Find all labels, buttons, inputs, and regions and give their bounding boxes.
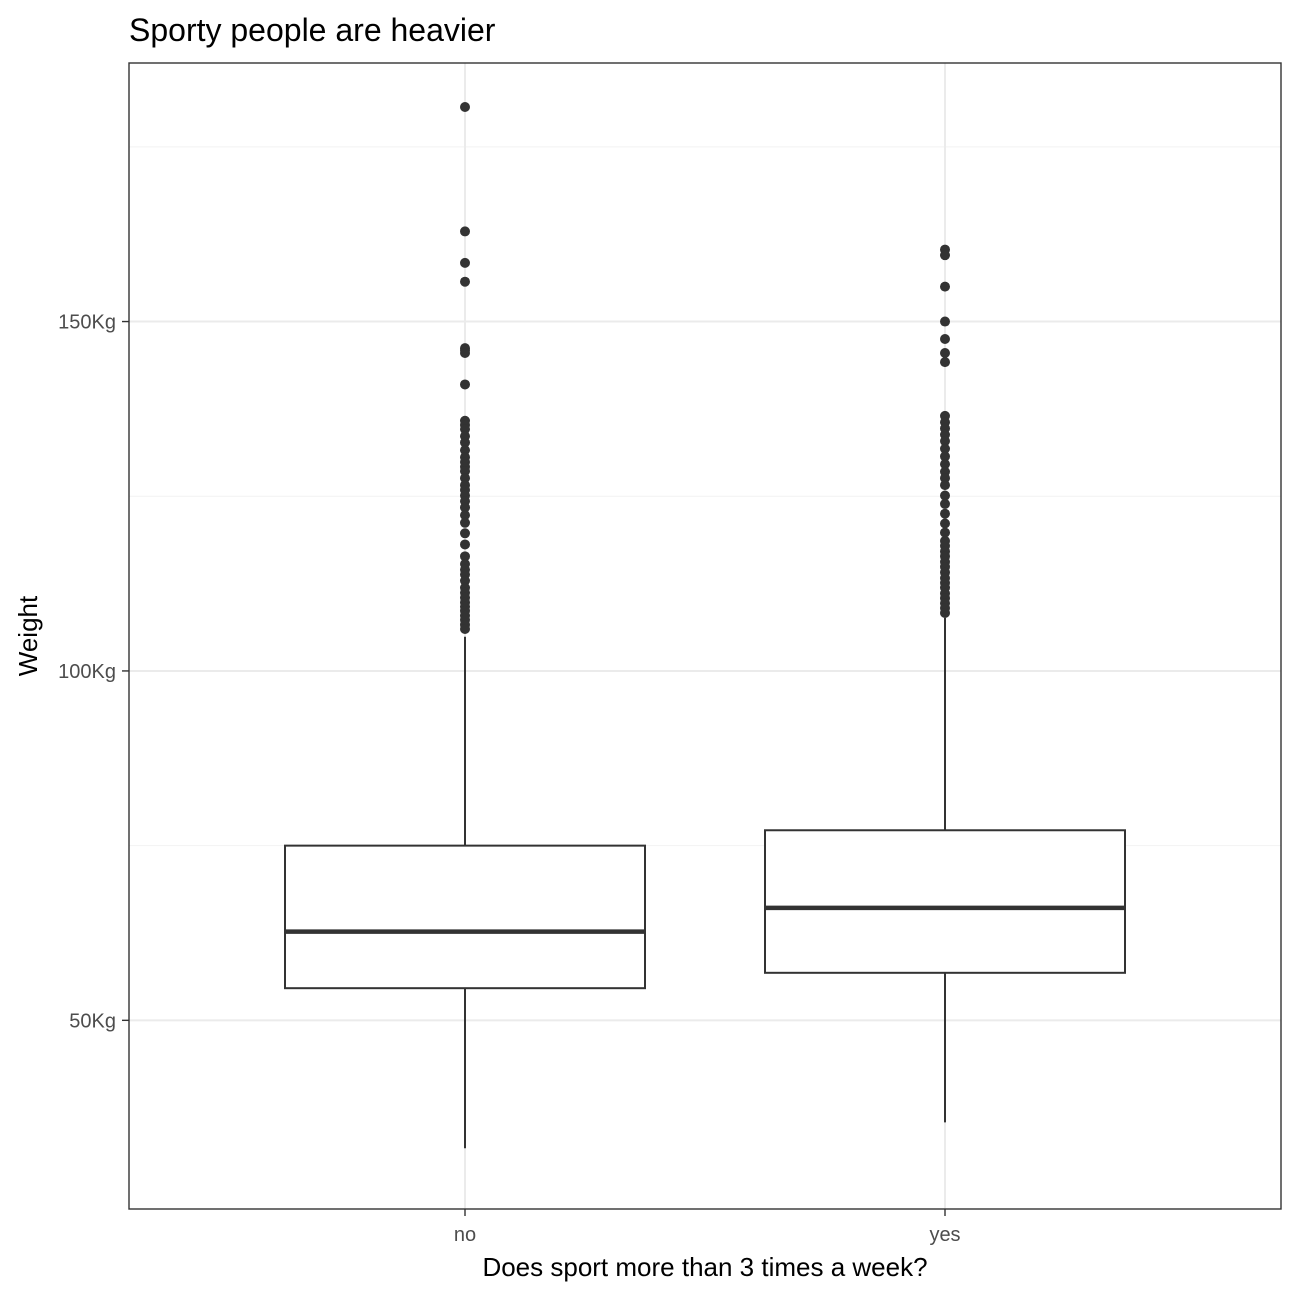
outlier-point (460, 102, 470, 113)
outlier-point (460, 624, 470, 635)
axes: 50Kg 100Kg 150Kg no yes (58, 312, 960, 1246)
outlier-point (940, 498, 950, 509)
outlier-point (460, 517, 470, 528)
y-tick-label: 50Kg (69, 1010, 116, 1032)
outlier-point (460, 466, 470, 477)
y-tick-label: 100Kg (58, 661, 116, 683)
outlier-point (940, 334, 950, 345)
outlier-point (940, 443, 950, 454)
grid-lines (129, 63, 1281, 1209)
outlier-point (460, 445, 470, 456)
y-axis-title: Weight (13, 595, 43, 676)
outlier-point (940, 607, 950, 618)
outlier-point (940, 357, 950, 368)
outlier-point (940, 490, 950, 501)
outlier-point (940, 347, 950, 358)
outlier-point (460, 379, 470, 390)
outlier-point (940, 250, 950, 261)
outlier-point (940, 527, 950, 538)
outlier-point (940, 518, 950, 529)
x-tick-label: no (454, 1224, 476, 1246)
outlier-point (460, 347, 470, 358)
outlier-point (460, 276, 470, 287)
outlier-point (460, 502, 470, 513)
chart-title: Sporty people are heavier (129, 12, 496, 48)
outlier-point (460, 473, 470, 484)
box-no (284, 102, 646, 1149)
panel-border (128, 62, 1282, 1210)
outlier-point (940, 451, 950, 462)
outlier-point (460, 575, 470, 586)
outlier-point (460, 551, 470, 562)
outlier-point (940, 459, 950, 470)
y-tick-label: 150Kg (58, 312, 116, 334)
box-yes (764, 244, 1126, 1123)
interquartile-box (284, 844, 646, 990)
outlier-point (940, 508, 950, 519)
outlier-point (460, 257, 470, 268)
outlier-point (460, 437, 470, 448)
x-tick-label: yes (929, 1224, 960, 1246)
outlier-point (460, 539, 470, 550)
outlier-point (940, 281, 950, 292)
outlier-point (460, 510, 470, 521)
outlier-point (940, 436, 950, 447)
x-axis-title: Does sport more than 3 times a week? (482, 1252, 927, 1282)
outlier-point (940, 473, 950, 484)
outlier-point (460, 226, 470, 237)
outlier-point (460, 424, 470, 435)
outlier-point (460, 528, 470, 539)
interquartile-box (764, 829, 1126, 974)
outlier-point (940, 316, 950, 327)
boxplot-layer (284, 102, 1126, 1149)
outlier-point (940, 480, 950, 491)
